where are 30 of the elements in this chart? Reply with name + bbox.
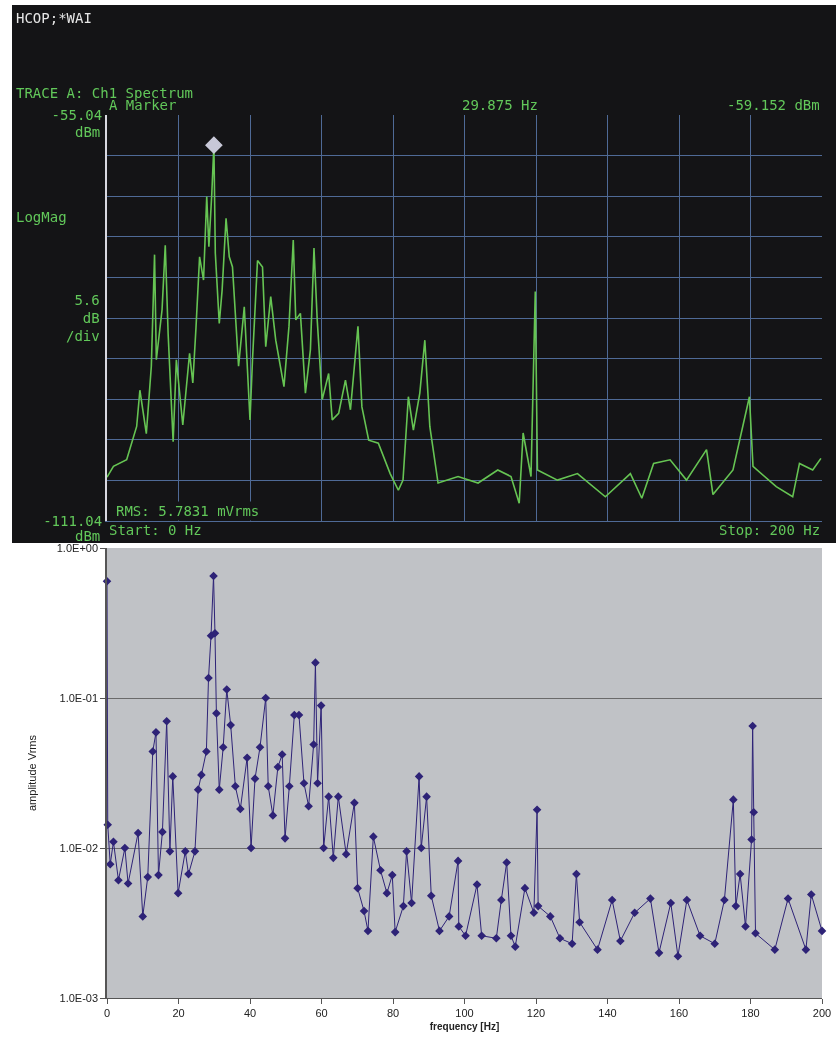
- x-tick-label: 20: [172, 1007, 185, 1020]
- y-axis-title: amplitude Vrms: [25, 734, 38, 812]
- text: Start: 0 Hz: [109, 522, 202, 538]
- y-tick-label: 1.0E-01: [59, 691, 99, 704]
- x-tick-label: 140: [598, 1007, 617, 1020]
- x-tick-label: 100: [455, 1007, 474, 1020]
- y-tick-label: -55.04: [51, 106, 103, 123]
- x-tick-label: 40: [243, 1007, 257, 1020]
- y-tick-label: 1.0E-02: [59, 841, 99, 854]
- x-tick-label: 120: [526, 1007, 546, 1020]
- text: LogMag: [16, 209, 67, 225]
- text: 29.875 Hz: [462, 97, 538, 113]
- text: dBm: [75, 528, 101, 544]
- text: Stop: 200 Hz: [719, 522, 821, 538]
- text: dBm: [75, 124, 101, 140]
- text: HCOP;*WAI: [16, 10, 92, 26]
- x-tick-label: 80: [386, 1007, 400, 1020]
- x-tick-label: 160: [669, 1007, 689, 1020]
- y-tick-label: 1.0E-03: [59, 991, 99, 1004]
- x-tick-label: 0: [103, 1007, 111, 1020]
- x-tick-label: 60: [315, 1007, 328, 1020]
- chart-title: TRACE A: Ch1 Spectrum: [16, 85, 194, 101]
- y-axis-title: 5.6 dB /div: [66, 292, 100, 345]
- y-tick-label: 1.0E+00: [56, 541, 99, 554]
- annotation: RMS: 5.7831 mVrms: [116, 503, 260, 519]
- y-tick-label: -111.04: [43, 512, 103, 529]
- text: -59.152 dBm: [727, 97, 820, 113]
- x-axis-title: frequency [Hz]: [429, 1020, 500, 1032]
- x-tick-label: 180: [741, 1007, 760, 1020]
- x-tick-label: 200: [812, 1007, 832, 1020]
